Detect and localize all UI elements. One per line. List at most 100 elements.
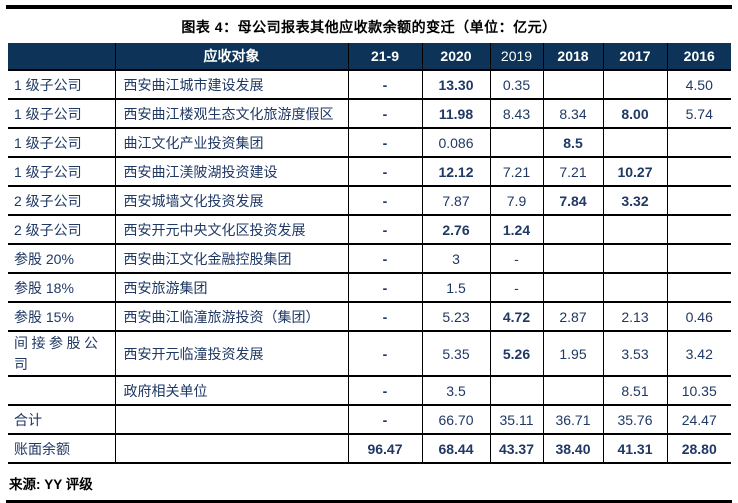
cell-value: - bbox=[347, 215, 422, 245]
cell-value: 24.47 bbox=[666, 405, 731, 435]
cell-value: 1.95 bbox=[542, 331, 603, 377]
table-row: 参股 15% 西安曲江临潼旅游投资（集团） -5.23 4.72 2.87 2.13 0.4… bbox=[8, 302, 731, 332]
cell-value: - bbox=[489, 244, 543, 274]
cell-value: 8.34 bbox=[542, 99, 603, 129]
cell-receivable-name: 西安曲江渼陂湖投资建设 bbox=[114, 157, 348, 187]
cell-receivable-name: 西安开元临潼投资发展 bbox=[114, 331, 348, 377]
cell-value bbox=[542, 273, 603, 303]
cell-value: 8.00 bbox=[602, 99, 667, 129]
cell-receivable-name: 曲江文化产业投资集团 bbox=[114, 128, 348, 158]
cell-value: 7.21 bbox=[542, 157, 603, 187]
cell-category bbox=[8, 376, 115, 406]
cell-value: 3 bbox=[421, 244, 490, 274]
cell-value: 1.24 bbox=[489, 215, 543, 245]
header-cell-receivable-target: 应收对象 bbox=[114, 43, 348, 71]
cell-value bbox=[666, 215, 731, 245]
cell-receivable-name: 西安开元中央文化区投资发展 bbox=[114, 215, 348, 245]
header-cell-21-9: 21-9 bbox=[347, 43, 422, 71]
cell-value: - bbox=[347, 273, 422, 303]
cell-value: - bbox=[347, 405, 422, 435]
cell-value: - bbox=[347, 128, 422, 158]
cell-value: 3.42 bbox=[666, 331, 731, 377]
cell-value: 2.87 bbox=[542, 302, 603, 332]
cell-value bbox=[542, 376, 603, 406]
cell-value: 3.53 bbox=[602, 331, 667, 377]
cell-receivable-name bbox=[114, 434, 348, 464]
cell-category: 间接参股公司 bbox=[8, 331, 115, 377]
cell-value bbox=[666, 128, 731, 158]
cell-value: 8.43 bbox=[489, 99, 543, 129]
table-row: 1 级子公司 西安曲江渼陂湖投资建设 -12.12 7.21 7.21 10.27 bbox=[8, 157, 731, 187]
cell-receivable-name: 西安旅游集团 bbox=[114, 273, 348, 303]
cell-value: - bbox=[347, 186, 422, 216]
cell-value bbox=[489, 128, 543, 158]
table-row: 参股 18% 西安旅游集团 -1.5- bbox=[8, 273, 731, 303]
cell-value bbox=[602, 244, 667, 274]
cell-value: 3.5 bbox=[421, 376, 490, 406]
cell-value bbox=[602, 215, 667, 245]
cell-category: 2 级子公司 bbox=[8, 186, 115, 216]
cell-value: 7.21 bbox=[489, 157, 543, 187]
cell-category: 1 级子公司 bbox=[8, 70, 115, 100]
cell-value bbox=[542, 70, 603, 100]
cell-receivable-name: 西安曲江文化金融控股集团 bbox=[114, 244, 348, 274]
cell-value bbox=[542, 244, 603, 274]
table-row: 1 级子公司 西安曲江城市建设发展 -13.30 0.35 4.50 bbox=[8, 70, 731, 100]
cell-value: 66.70 bbox=[421, 405, 490, 435]
cell-value bbox=[666, 157, 731, 187]
cell-value: 13.30 bbox=[421, 70, 490, 100]
header-cell-category bbox=[8, 43, 115, 71]
cell-value: 41.31 bbox=[602, 434, 667, 464]
table-row: 参股 20% 西安曲江文化金融控股集团 -3- bbox=[8, 244, 731, 274]
table-row: 账面余额 96.47 68.44 43.37 38.40 41.31 28.80 bbox=[8, 434, 731, 464]
cell-value: 7.87 bbox=[421, 186, 490, 216]
cell-value: - bbox=[347, 244, 422, 274]
cell-value bbox=[666, 244, 731, 274]
cell-receivable-name: 西安曲江临潼旅游投资（集团） bbox=[114, 302, 348, 332]
cell-category: 参股 20% bbox=[8, 244, 115, 274]
cell-category: 1 级子公司 bbox=[8, 128, 115, 158]
cell-value: 28.80 bbox=[666, 434, 731, 464]
cell-value bbox=[489, 376, 543, 406]
cell-value bbox=[602, 128, 667, 158]
table-header-row: 应收对象 21-9 2020 2019 2018 2017 2016 bbox=[8, 43, 731, 71]
cell-value: 7.84 bbox=[542, 186, 603, 216]
cell-value: 36.71 bbox=[542, 405, 603, 435]
cell-value: 35.76 bbox=[602, 405, 667, 435]
cell-category: 合计 bbox=[8, 405, 115, 435]
cell-category: 参股 18% bbox=[8, 273, 115, 303]
cell-value: 0.086 bbox=[421, 128, 490, 158]
cell-category: 1 级子公司 bbox=[8, 99, 115, 129]
table-row: 1 级子公司 曲江文化产业投资集团 -0.086 8.5 bbox=[8, 128, 731, 158]
cell-value: 11.98 bbox=[421, 99, 490, 129]
cell-value bbox=[602, 70, 667, 100]
header-cell-2020: 2020 bbox=[421, 43, 490, 71]
header-cell-2019: 2019 bbox=[489, 43, 543, 71]
cell-value: 35.11 bbox=[489, 405, 543, 435]
cell-category: 1 级子公司 bbox=[8, 157, 115, 187]
table-row: 政府相关单位 -3.5 8.51 10.35 bbox=[8, 376, 731, 406]
cell-value: 3.32 bbox=[602, 186, 667, 216]
cell-value: - bbox=[347, 70, 422, 100]
top-rule bbox=[6, 5, 732, 9]
cell-value: 2.13 bbox=[602, 302, 667, 332]
cell-value: - bbox=[489, 273, 543, 303]
cell-value: 68.44 bbox=[421, 434, 490, 464]
cell-category: 2 级子公司 bbox=[8, 215, 115, 245]
cell-receivable-name: 西安曲江城市建设发展 bbox=[114, 70, 348, 100]
cell-value: 0.35 bbox=[489, 70, 543, 100]
table-body: 1 级子公司 西安曲江城市建设发展 -13.30 0.35 4.50 1 级子公司 西安曲江… bbox=[8, 70, 731, 464]
cell-receivable-name bbox=[114, 405, 348, 435]
header-cell-2016: 2016 bbox=[666, 43, 731, 71]
cell-value: 96.47 bbox=[347, 434, 422, 464]
cell-value: 5.23 bbox=[421, 302, 490, 332]
source-note: 来源: YY 评级 bbox=[9, 477, 93, 492]
cell-value: 0.46 bbox=[666, 302, 731, 332]
cell-value bbox=[602, 273, 667, 303]
cell-value: 5.26 bbox=[489, 331, 543, 377]
cell-value: 2.76 bbox=[421, 215, 490, 245]
header-cell-2017: 2017 bbox=[602, 43, 667, 71]
cell-receivable-name: 西安曲江楼观生态文化旅游度假区 bbox=[114, 99, 348, 129]
cell-value: - bbox=[347, 302, 422, 332]
cell-value: 10.27 bbox=[602, 157, 667, 187]
